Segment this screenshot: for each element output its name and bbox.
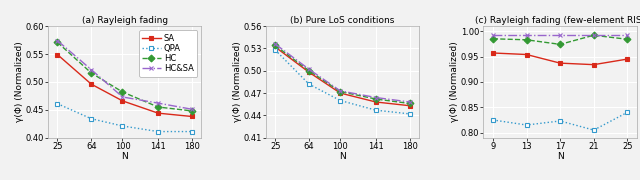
Y-axis label: γ(Φ) (Normalized): γ(Φ) (Normalized) [451, 42, 460, 122]
Y-axis label: γ(Φ) (Normalized): γ(Φ) (Normalized) [233, 42, 242, 122]
X-axis label: N: N [122, 152, 128, 161]
Title: (b) Pure LoS conditions: (b) Pure LoS conditions [290, 16, 395, 25]
X-axis label: N: N [557, 152, 563, 161]
Legend: SA, QPA, HC, HC&SA: SA, QPA, HC, HC&SA [139, 30, 197, 77]
Title: (c) Rayleigh fading (few-element RIS): (c) Rayleigh fading (few-element RIS) [475, 16, 640, 25]
Title: (a) Rayleigh fading: (a) Rayleigh fading [82, 16, 168, 25]
Y-axis label: γ(Φ) (Normalized): γ(Φ) (Normalized) [15, 42, 24, 122]
X-axis label: N: N [339, 152, 346, 161]
